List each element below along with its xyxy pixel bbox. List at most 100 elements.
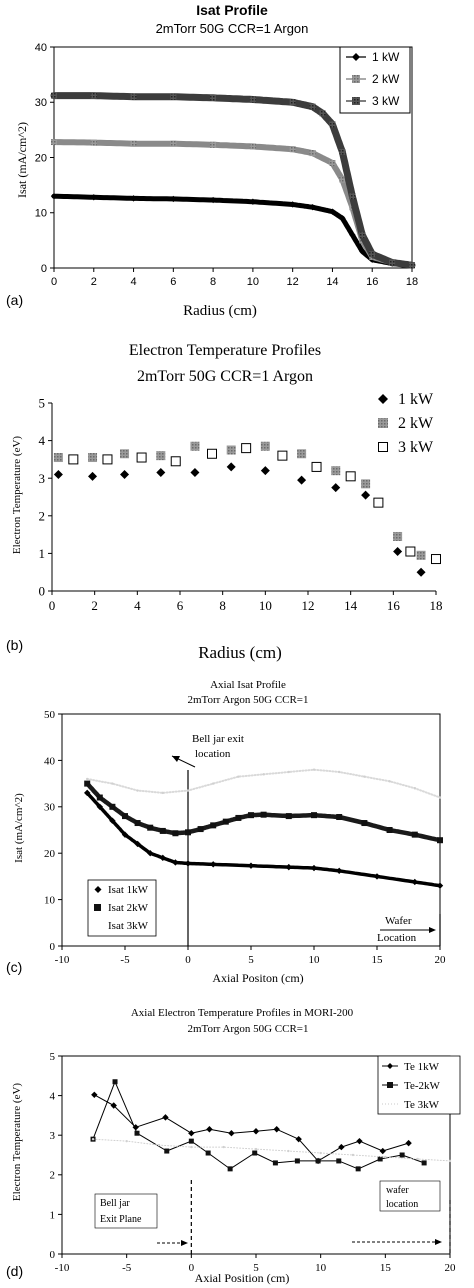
data-point-open-square xyxy=(431,554,441,565)
data-point-diamond xyxy=(190,468,200,478)
data-point-faint xyxy=(157,1143,161,1147)
x-axis-label: Radius (cm) xyxy=(198,643,282,662)
data-point-diamond xyxy=(130,195,137,202)
data-point-diamond xyxy=(147,850,154,857)
data-point-square xyxy=(289,99,296,106)
data-point-diamond xyxy=(289,201,296,208)
data-point-square xyxy=(361,479,371,489)
data-point-diamond xyxy=(309,204,316,211)
data-point-square xyxy=(205,1150,211,1156)
legend: 1 kW 2 kW 3 kW xyxy=(339,46,411,114)
data-point-square xyxy=(159,827,166,834)
series-0 xyxy=(84,789,444,889)
data-point-open-square xyxy=(207,448,217,459)
data-point-faint xyxy=(384,1155,387,1159)
x-tick-label: 20 xyxy=(445,1262,457,1274)
data-point-faint xyxy=(319,1151,322,1155)
series-2 xyxy=(86,768,442,799)
data-point-square xyxy=(393,531,403,541)
data-point-faint xyxy=(136,789,139,792)
data-point-diamond xyxy=(156,468,166,478)
data-point-faint xyxy=(186,789,190,792)
data-point-square xyxy=(222,818,229,825)
panel-label: (d) xyxy=(6,1263,23,1279)
data-point-square xyxy=(164,1148,170,1154)
data-point-square xyxy=(361,820,368,827)
data-point-diamond xyxy=(295,1135,302,1143)
x-tick-label: -10 xyxy=(55,1262,70,1274)
y-axis-label: Electron Temperature (eV) xyxy=(11,1083,23,1201)
data-point-faint xyxy=(254,1147,258,1151)
annotation-wafer-line1: Wafer xyxy=(385,915,412,927)
data-point-faint xyxy=(338,770,341,774)
data-point-faint xyxy=(287,770,290,774)
data-point-square xyxy=(190,441,200,451)
data-point-diamond xyxy=(90,194,97,201)
panel-label: (c) xyxy=(6,959,22,975)
arrow-head-icon xyxy=(181,1240,188,1246)
legend-marker-square-icon xyxy=(94,904,101,911)
data-point-square xyxy=(409,262,415,269)
data-point-faint xyxy=(111,782,114,785)
chart-title: Electron Temperature Profiles xyxy=(129,342,321,359)
data-point-square xyxy=(421,1160,427,1166)
series-1 xyxy=(90,1079,427,1172)
data-point-diamond xyxy=(373,873,381,880)
data-point-diamond xyxy=(84,789,91,797)
series-2 xyxy=(68,443,441,565)
x-tick-label: 8 xyxy=(219,598,226,613)
x-tick-label: -5 xyxy=(122,1262,132,1274)
data-point-square xyxy=(331,466,341,476)
y-tick-label: 10 xyxy=(44,894,56,906)
annotation-wafer: wafer location xyxy=(352,1180,442,1245)
x-tick-label: 5 xyxy=(248,954,254,966)
annotation-bell-jar: Bell jar Exit Plane xyxy=(94,1193,188,1246)
data-point-faint xyxy=(287,1149,290,1153)
annotation-bell-jar-line1: Bell jar exit xyxy=(192,733,244,745)
data-point-diamond xyxy=(310,864,318,872)
chart-subtitle: 2mTorr Argon 50G CCR=1 xyxy=(187,1023,308,1035)
y-tick-label: 2 xyxy=(39,508,46,523)
data-point-faint xyxy=(161,791,164,795)
arrow-head-icon xyxy=(172,756,180,762)
arrow-head-icon xyxy=(435,1239,442,1245)
data-point-square xyxy=(249,96,256,103)
data-point-square xyxy=(355,1166,361,1172)
data-point-open-square xyxy=(102,454,113,465)
data-point-faint xyxy=(262,773,265,776)
y-tick-label: 4 xyxy=(39,433,46,448)
data-point-square xyxy=(170,140,177,147)
data-point-open-square xyxy=(241,443,252,454)
series-line xyxy=(84,781,443,843)
data-point-diamond xyxy=(184,860,192,867)
y-tick-label: 50 xyxy=(44,709,56,721)
data-point-square xyxy=(289,146,296,153)
data-point-diamond xyxy=(329,208,336,215)
x-axis-label: Radius (cm) xyxy=(183,303,257,319)
series-2 xyxy=(50,92,416,269)
data-point-square xyxy=(349,193,356,200)
y-tick-label: 40 xyxy=(44,755,56,767)
series-1 xyxy=(84,780,443,844)
x-tick-label: 6 xyxy=(177,598,184,613)
data-point-diamond xyxy=(297,475,307,485)
y-axis-label: Electron Temperature (eV) xyxy=(11,436,23,554)
x-tick-label: 14 xyxy=(344,598,358,613)
data-point-open-square xyxy=(345,471,356,482)
x-tick-label: 20 xyxy=(435,954,447,966)
data-point-square xyxy=(336,1158,342,1164)
data-point-diamond xyxy=(336,867,343,875)
data-point-open-square xyxy=(68,454,79,465)
data-point-square xyxy=(386,827,393,833)
data-point-diamond xyxy=(416,567,426,577)
data-point-square xyxy=(134,820,141,827)
data-point-diamond xyxy=(247,862,255,869)
data-point-diamond xyxy=(273,1126,280,1133)
y-tick-label: 40 xyxy=(35,42,47,54)
series-line xyxy=(92,1081,425,1170)
data-point-faint xyxy=(413,787,416,790)
data-point-square xyxy=(51,139,57,146)
data-point-square xyxy=(210,822,217,829)
x-tick-label: 14 xyxy=(326,276,338,288)
x-tick-label: 10 xyxy=(247,276,259,288)
